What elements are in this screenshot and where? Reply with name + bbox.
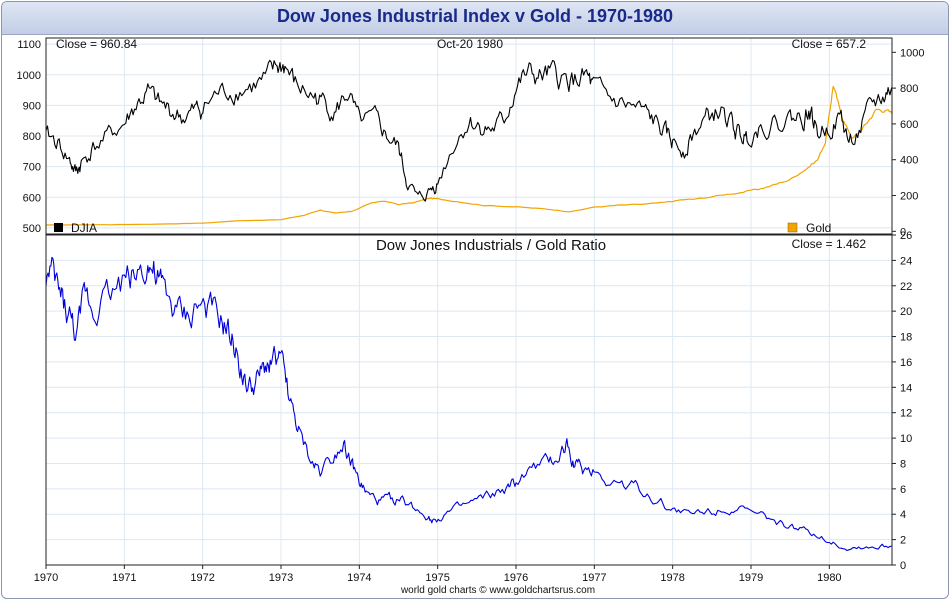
gold-series-line (45, 85, 893, 226)
chart-title: Dow Jones Industrial Index v Gold - 1970… (276, 6, 674, 26)
x-tick-label: 1977 (582, 572, 606, 584)
y-bottom-tick-label: 26 (900, 230, 912, 242)
y-right-tick-label: 1000 (900, 47, 924, 59)
y-bottom-tick-label: 14 (900, 382, 912, 394)
bottom-close-annotation: Close = 1.462 (792, 237, 867, 251)
y-bottom-tick-label: 12 (900, 408, 912, 420)
djia-series-line (45, 59, 893, 202)
bottom-plot-border (45, 234, 893, 566)
title-bar: Dow Jones Industrial Index v Gold - 1970… (2, 2, 948, 35)
y-bottom-tick-label: 2 (900, 535, 906, 547)
y-right-tick-label: 0 (900, 226, 906, 238)
x-tick-label: 1980 (817, 572, 841, 584)
legend-djia-swatch (54, 223, 63, 232)
y-left-tick-label: 700 (23, 162, 41, 174)
y-right-tick-label: 200 (900, 191, 918, 203)
top-date-annotation: Oct-20 1980 (437, 37, 503, 51)
top-left-close-annotation: Close = 960.84 (56, 37, 137, 51)
bottom-panel-title: Dow Jones Industrials / Gold Ratio (376, 237, 606, 254)
top-plot-border (45, 37, 893, 235)
y-bottom-tick-label: 4 (900, 509, 906, 521)
x-tick-label: 1978 (660, 572, 684, 584)
legend-gold-swatch (787, 222, 798, 233)
y-left-tick-label: 800 (23, 131, 41, 143)
y-right-tick-label: 400 (900, 155, 918, 167)
x-tick-label: 1971 (112, 572, 136, 584)
footer-credit: world gold charts © www.goldchartsrus.co… (400, 585, 595, 596)
y-bottom-tick-label: 6 (900, 484, 906, 496)
y-right-tick-label: 800 (900, 83, 918, 95)
y-right-tick-label: 600 (900, 119, 918, 131)
x-tick-label: 1976 (504, 572, 528, 584)
y-left-tick-label: 900 (23, 100, 41, 112)
y-left-tick-label: 1100 (17, 39, 41, 51)
legend-djia-label: DJIA (71, 221, 97, 235)
y-left-tick-label: 600 (23, 192, 41, 204)
x-tick-label: 1974 (347, 572, 371, 584)
y-bottom-tick-label: 24 (900, 255, 912, 267)
y-bottom-tick-label: 8 (900, 458, 906, 470)
y-bottom-tick-label: 16 (900, 357, 912, 369)
y-left-tick-label: 1000 (17, 70, 41, 82)
x-tick-label: 1970 (34, 572, 58, 584)
y-bottom-tick-label: 20 (900, 306, 912, 318)
x-tick-label: 1972 (190, 572, 214, 584)
y-bottom-tick-label: 0 (900, 560, 906, 572)
y-bottom-tick-label: 22 (900, 281, 912, 293)
y-left-tick-label: 500 (23, 223, 41, 235)
x-tick-label: 1973 (269, 572, 293, 584)
x-tick-label: 1975 (425, 572, 449, 584)
top-right-close-annotation: Close = 657.2 (792, 37, 867, 51)
y-bottom-tick-label: 10 (900, 433, 912, 445)
legend-gold-label: Gold (806, 221, 831, 235)
x-tick-label: 1979 (739, 572, 763, 584)
y-bottom-tick-label: 18 (900, 332, 912, 344)
ratio-series-line (45, 256, 893, 552)
